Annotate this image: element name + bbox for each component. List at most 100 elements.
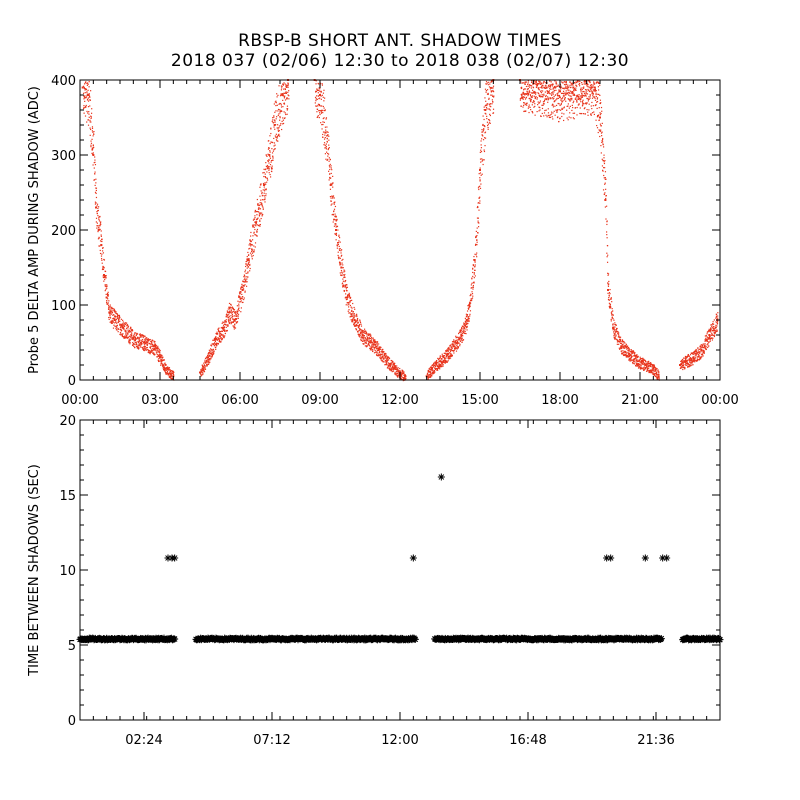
amplitude-point: [554, 87, 557, 89]
amplitude-point: [564, 97, 566, 99]
amplitude-point: [610, 306, 612, 308]
amplitude-point: [240, 291, 242, 293]
amplitude-point: [607, 274, 609, 276]
amplitude-point: [319, 94, 321, 96]
amplitude-point: [594, 99, 597, 101]
amplitude-point: [549, 116, 552, 119]
amplitude-point: [648, 367, 650, 369]
amplitude-point: [689, 360, 691, 362]
amplitude-point: [115, 311, 117, 313]
amplitude-point: [698, 348, 700, 351]
amplitude-point: [527, 83, 529, 85]
amplitude-point: [585, 80, 587, 82]
amplitude-point: [259, 223, 261, 226]
amplitude-point: [368, 336, 370, 338]
amplitude-point: [122, 323, 124, 325]
amplitude-point: [324, 153, 327, 155]
amplitude-point: [277, 110, 279, 112]
amplitude-point: [392, 367, 394, 369]
amplitude-point: [522, 92, 525, 94]
amplitude-point: [644, 367, 647, 369]
amplitude-point: [464, 332, 466, 334]
amplitude-point: [250, 231, 252, 234]
amplitude-point: [380, 359, 382, 361]
amplitude-point: [485, 104, 487, 106]
amplitude-point: [445, 352, 447, 354]
amplitude-point: [154, 341, 156, 343]
amplitude-point: [395, 370, 397, 373]
amplitude-point: [385, 361, 387, 363]
amplitude-point: [456, 342, 458, 344]
amplitude-point: [163, 364, 165, 367]
amplitude-point: [448, 346, 450, 349]
amplitude-point: [653, 373, 655, 375]
amplitude-point: [134, 339, 137, 342]
amplitude-point: [232, 318, 234, 320]
amplitude-point: [361, 331, 363, 334]
amplitude-point: [129, 336, 131, 338]
amplitude-point: [328, 160, 330, 162]
amplitude-point: [344, 286, 346, 288]
amplitude-point: [234, 311, 236, 313]
amplitude-point: [256, 214, 258, 216]
amplitude-point: [611, 316, 614, 319]
amplitude-point: [100, 234, 102, 236]
amplitude-point: [435, 359, 438, 362]
amplitude-point: [361, 335, 363, 337]
amplitude-point: [568, 91, 570, 94]
amplitude-point: [152, 339, 154, 342]
amplitude-point: [277, 134, 280, 137]
amplitude-point: [619, 338, 622, 341]
amplitude-point: [370, 341, 373, 343]
amplitude-point: [654, 372, 656, 375]
amplitude-point: [275, 102, 277, 104]
amplitude-point: [543, 103, 545, 105]
amplitude-point: [238, 292, 241, 294]
amplitude-point: [640, 358, 642, 360]
amplitude-point: [614, 336, 616, 338]
amplitude-point: [139, 333, 141, 335]
amplitude-point: [589, 88, 592, 90]
amplitude-point: [709, 329, 712, 331]
amplitude-point: [472, 286, 475, 288]
amplitude-point: [586, 108, 588, 111]
amplitude-point: [373, 344, 375, 346]
amplitude-point: [323, 121, 325, 124]
amplitude-point: [548, 115, 550, 117]
amplitude-point: [117, 317, 119, 319]
amplitude-point: [643, 362, 646, 365]
amplitude-point: [520, 93, 523, 95]
amplitude-point: [435, 367, 438, 370]
amplitude-point: [138, 338, 140, 341]
amplitude-point: [483, 150, 486, 153]
amplitude-point: [334, 213, 336, 215]
amplitude-point: [679, 367, 682, 369]
amplitude-point: [276, 96, 278, 98]
amplitude-point: [115, 315, 117, 318]
amplitude-point: [254, 242, 257, 244]
amplitude-point: [335, 233, 337, 236]
amplitude-point: [360, 337, 362, 339]
amplitude-point: [384, 354, 386, 356]
amplitude-point: [634, 361, 636, 363]
amplitude-point: [637, 365, 640, 367]
amplitude-point: [355, 324, 358, 326]
amplitude-point: [440, 358, 442, 360]
amplitude-point: [116, 327, 118, 329]
amplitude-point: [465, 321, 467, 323]
amplitude-point: [323, 89, 325, 91]
amplitude-point: [367, 340, 369, 342]
amplitude-point: [117, 320, 120, 322]
amplitude-point: [682, 363, 684, 365]
amplitude-point: [259, 220, 261, 222]
amplitude-point: [571, 97, 573, 100]
amplitude-point: [278, 127, 280, 129]
amplitude-point: [609, 303, 612, 305]
amplitude-point: [640, 366, 642, 368]
amplitude-point: [143, 346, 145, 348]
amplitude-point: [330, 172, 332, 175]
amplitude-point: [89, 119, 91, 121]
amplitude-point: [333, 210, 335, 213]
amplitude-point: [233, 320, 235, 322]
amplitude-point: [369, 334, 371, 336]
